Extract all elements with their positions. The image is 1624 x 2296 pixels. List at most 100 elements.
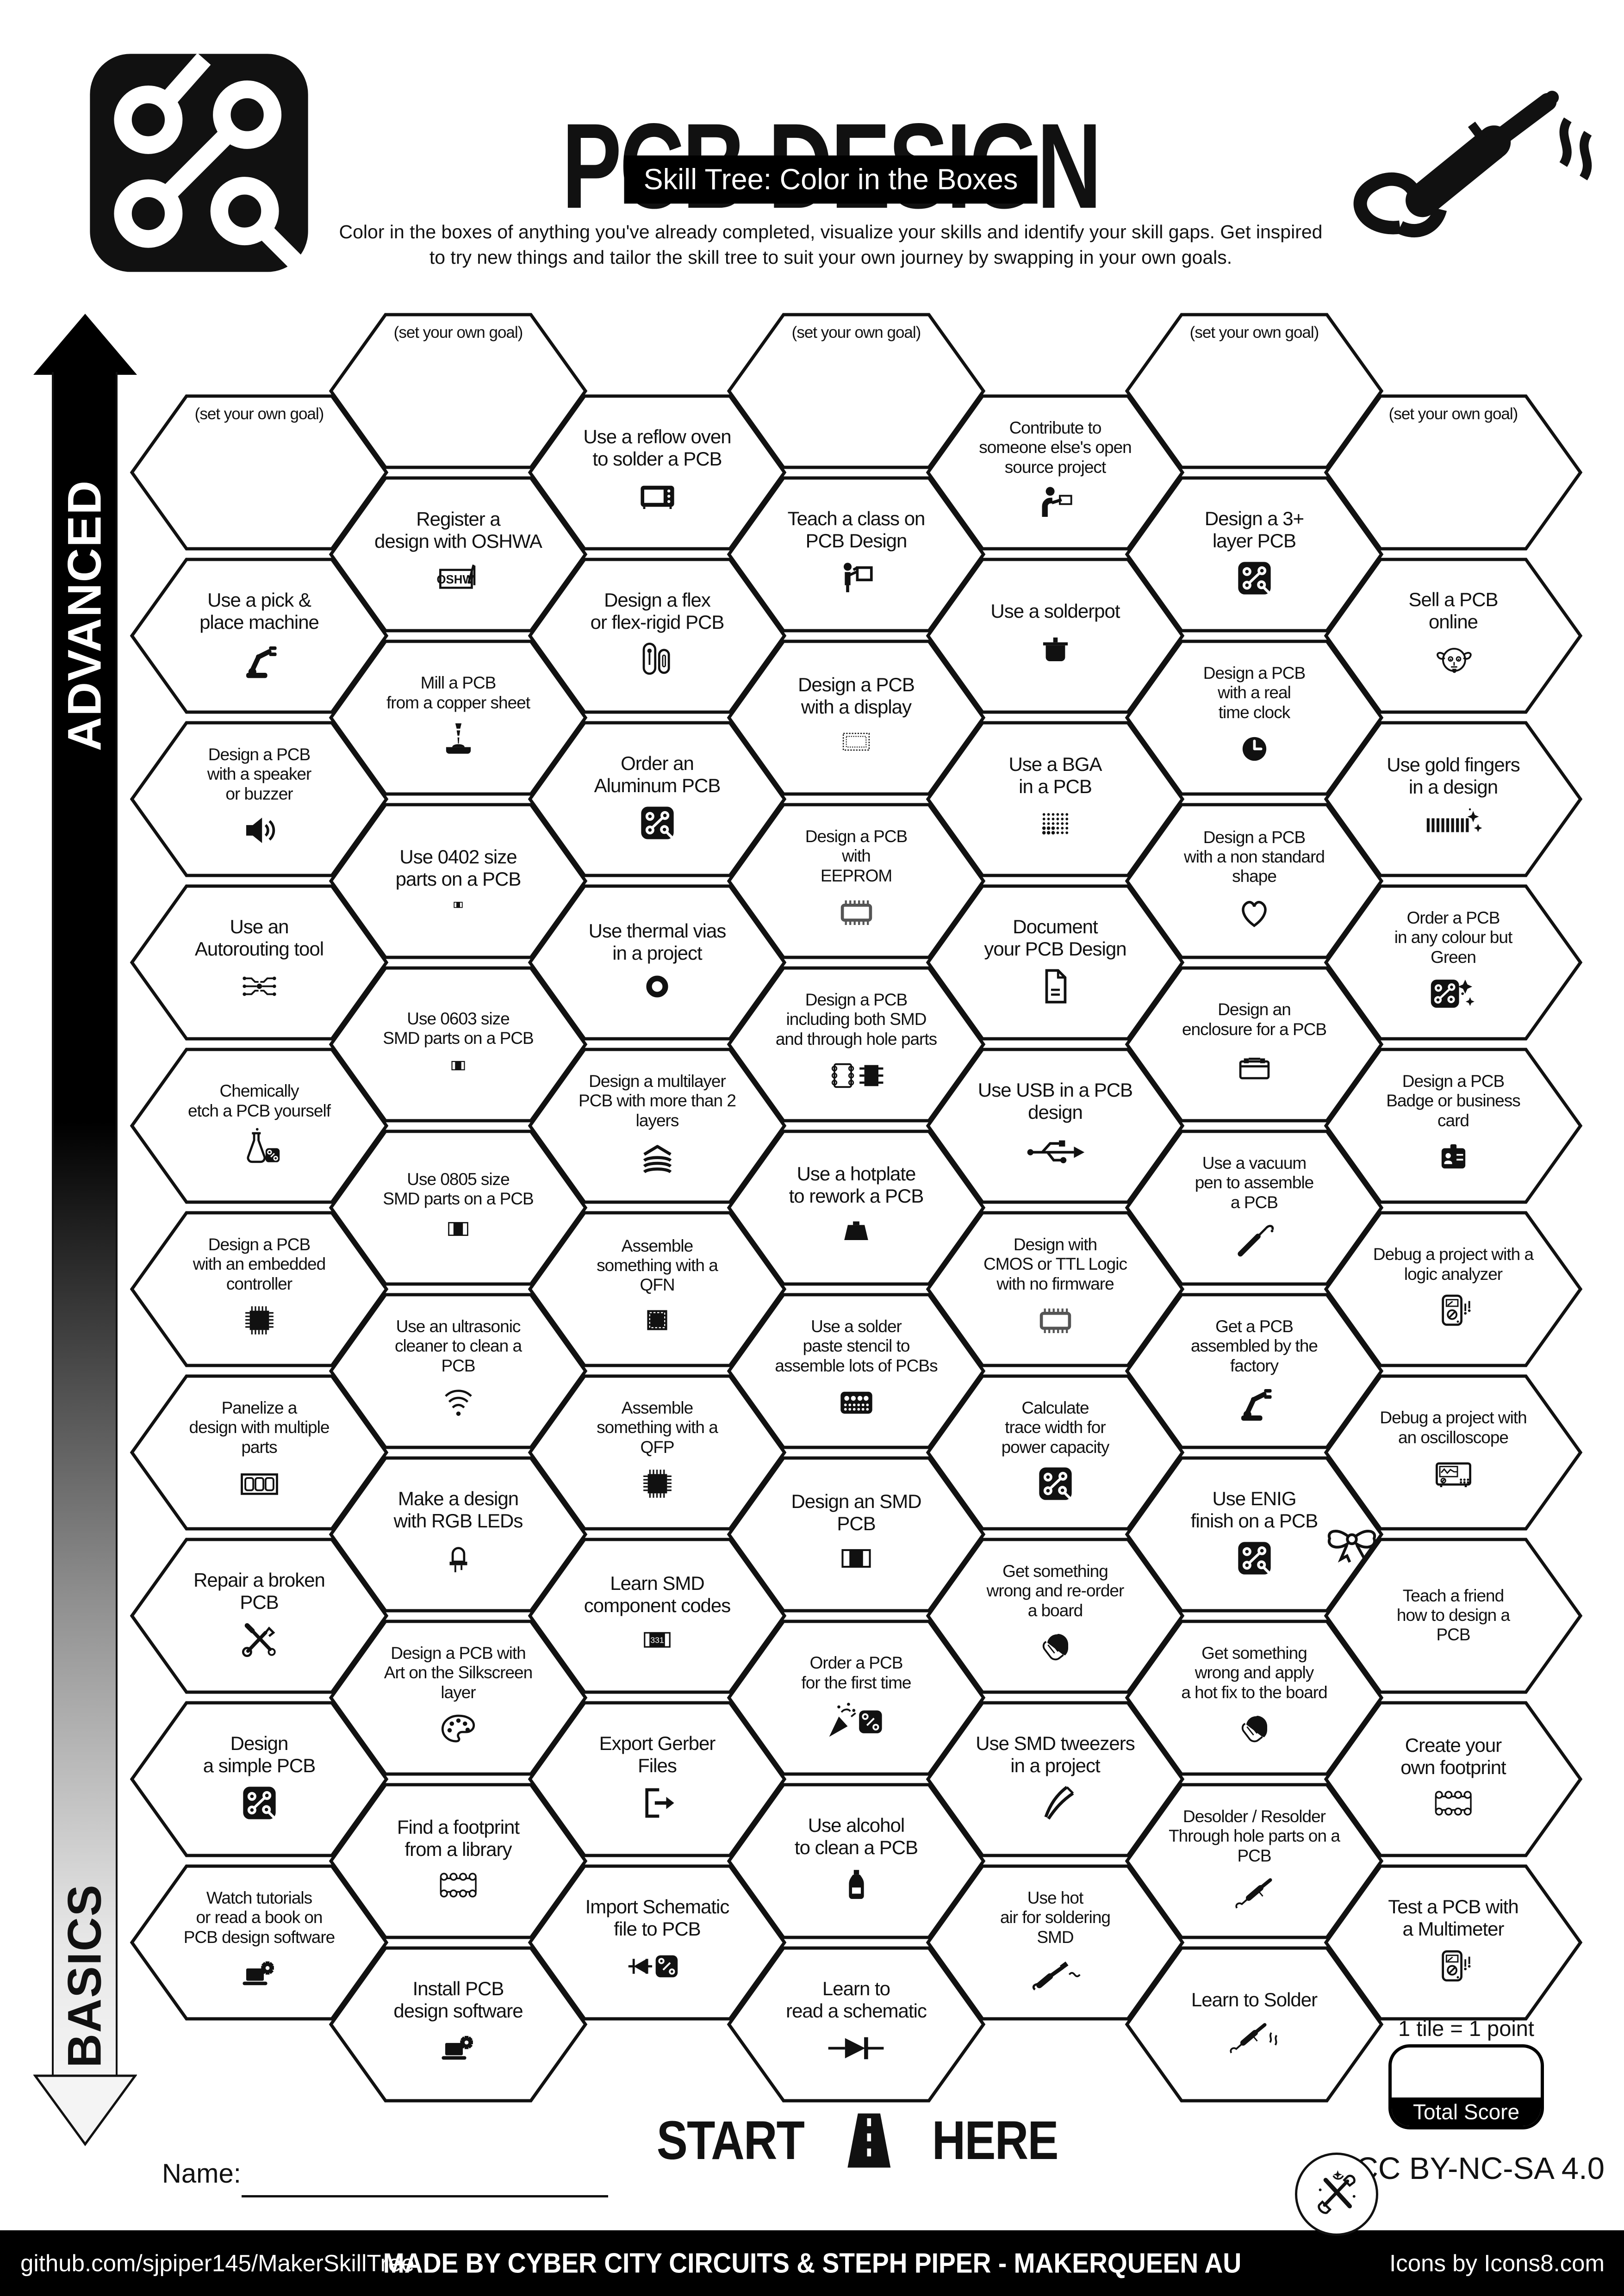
hex-tile[interactable]: (set your own goal) [1324, 393, 1583, 552]
hex-tile[interactable]: Teach a friend how to design a PCB [1324, 1530, 1583, 1695]
axis-label-basics: BASICS [58, 1884, 111, 2068]
hex-tile[interactable]: Design with CMOS or TTL Logic with no fi… [926, 1210, 1185, 1369]
hex-outline [528, 1701, 787, 1857]
name-input[interactable] [242, 2195, 608, 2197]
chip-outline-icon [834, 890, 878, 934]
hex-tile[interactable]: Design a PCB with a display [727, 638, 986, 797]
hex-tile[interactable]: Design a multilayer PCB with more than 2… [528, 1046, 787, 1205]
hex-tile[interactable]: Debug a project with a logic analyzer [1324, 1210, 1583, 1369]
hex-tile[interactable]: Design a PCB including both SMD and thro… [727, 965, 986, 1124]
panel-icon [237, 1462, 281, 1506]
facepalm-icon [1232, 1707, 1276, 1751]
hex-tile[interactable]: Use a solder paste stencil to assemble l… [727, 1291, 986, 1451]
hex-tile[interactable]: Assemble something with a QFN [528, 1210, 787, 1369]
hex-tile[interactable]: Panelize a design with multiple parts [130, 1373, 389, 1532]
hex-tile[interactable]: Order a PCB in any colour but Green [1324, 883, 1583, 1042]
hex-tile[interactable]: Use 0603 size SMD parts on a PCB [329, 965, 588, 1124]
hex-tile[interactable]: Use an Autorouting tool [130, 883, 389, 1042]
hex-tile[interactable]: (set your own goal) [329, 311, 588, 471]
hex-tile[interactable]: Teach a class on PCB Design [727, 475, 986, 634]
hex-tile[interactable]: Desolder / Resolder Through hole parts o… [1125, 1781, 1384, 1941]
hex-tile[interactable]: Make a design with RGB LEDs [329, 1455, 588, 1614]
hex-tile[interactable]: Get a PCB assembled by the factory [1125, 1291, 1384, 1451]
hex-tile[interactable]: Assemble something with a QFP [528, 1373, 787, 1532]
hex-label: Use SMD tweezers in a project [976, 1732, 1135, 1776]
hex-tile[interactable]: Use alcohol to clean a PCB [727, 1781, 986, 1941]
document-icon [1033, 964, 1077, 1008]
hex-tile[interactable]: Get something wrong and re-order a board [926, 1536, 1185, 1695]
vacuum-pen-icon [1232, 1217, 1276, 1261]
hex-outline [329, 1129, 588, 1286]
hex-tile[interactable]: Get something wrong and apply a hot fix … [1125, 1618, 1384, 1777]
hex-tile[interactable]: Use 0402 size parts on a PCB [329, 801, 588, 961]
hex-tile[interactable]: Design a PCB with a speaker or buzzer [130, 720, 389, 879]
hex-tile[interactable]: Document your PCB Design [926, 883, 1185, 1042]
hex-tile[interactable]: Export Gerber Files [528, 1700, 787, 1859]
hex-tile[interactable]: Calculate trace width for power capacity [926, 1373, 1185, 1532]
hex-tile[interactable]: Install PCB design software [329, 1945, 588, 2104]
hex-tile[interactable]: Watch tutorials or read a book on PCB de… [130, 1863, 389, 2022]
hex-tile[interactable]: Debug a project with an oscilloscope [1324, 1373, 1583, 1532]
hex-tile[interactable]: Design a 3+ layer PCB [1125, 475, 1384, 634]
hex-tile[interactable]: Design a PCB with EEPROM [727, 801, 986, 961]
hex-tile[interactable]: Design a PCB with a real time clock [1125, 638, 1384, 797]
hex-tile[interactable]: Use USB in a PCB design [926, 1046, 1185, 1205]
hex-label: Install PCB design software [393, 1977, 523, 2022]
hex-label: Calculate trace width for power capacity [1001, 1398, 1110, 1457]
hex-outline [130, 558, 389, 714]
hex-tile[interactable]: Use a BGA in a PCB [926, 720, 1185, 879]
hex-tile[interactable]: Mill a PCB from a copper sheet [329, 638, 588, 797]
hex-tile[interactable]: Design a PCB with Art on the Silkscreen … [329, 1618, 588, 1777]
hex-tile[interactable]: Use 0805 size SMD parts on a PCB [329, 1128, 588, 1287]
hex-tile[interactable]: Design a PCB with a non standard shape [1125, 801, 1384, 961]
hex-tile[interactable]: Design a PCB with an embedded controller [130, 1210, 389, 1369]
enclosure-icon [1232, 1044, 1276, 1088]
hex-label: Sell a PCB online [1408, 589, 1498, 633]
hex-outline [1125, 1456, 1384, 1613]
hex-tile[interactable]: Use a pick & place machine [130, 556, 389, 715]
hex-tile[interactable]: Use ENIG finish on a PCB [1125, 1455, 1384, 1614]
hex-tile[interactable]: Use a reflow oven to solder a PCB [528, 393, 787, 552]
hex-label: Make a design with RGB LEDs [393, 1487, 523, 1532]
hex-outline [329, 639, 588, 796]
hex-outline [1324, 721, 1583, 877]
hex-tile[interactable]: Learn to read a schematic [727, 1945, 986, 2104]
hex-tile[interactable]: Learn to Solder [1125, 1945, 1384, 2104]
hex-tile[interactable]: Create your own footprint [1324, 1700, 1583, 1859]
hex-tile[interactable]: Order a PCB for the first time [727, 1618, 986, 1777]
hex-tile[interactable]: Test a PCB with a Multimeter [1324, 1863, 1583, 2022]
hex-tile[interactable]: Design an enclosure for a PCB [1125, 965, 1384, 1124]
hex-tile[interactable]: Use an ultrasonic cleaner to clean a PCB [329, 1291, 588, 1451]
hex-tile[interactable]: Use thermal vias in a project [528, 883, 787, 1042]
hex-outline [1125, 1293, 1384, 1449]
chip-outline-icon [1033, 1298, 1077, 1342]
hex-tile[interactable]: Use a solderpot [926, 556, 1185, 715]
hex-tile[interactable]: Chemically etch a PCB yourself [130, 1046, 389, 1205]
hex-tile[interactable]: Use a vacuum pen to assemble a PCB [1125, 1128, 1384, 1287]
hex-tile[interactable]: Learn SMD component codes 331 [528, 1536, 787, 1695]
led-icon [436, 1536, 480, 1580]
hex-tile[interactable]: Use gold fingers in a design [1324, 720, 1583, 879]
hex-tile[interactable]: Design an SMD PCB [727, 1455, 986, 1614]
hex-label: (set your own goal) [1189, 323, 1319, 341]
hex-tile[interactable]: (set your own goal) [130, 393, 389, 552]
hex-tile[interactable]: Use a hotplate to rework a PCB [727, 1128, 986, 1287]
hex-tile[interactable]: Design a PCB Badge or business card [1324, 1046, 1583, 1205]
hex-tile[interactable]: Register a design with OSHWA OSHW [329, 475, 588, 634]
total-score-input[interactable] [1392, 2048, 1541, 2097]
hex-tile[interactable]: (set your own goal) [1125, 311, 1384, 471]
hex-tile[interactable]: Design a simple PCB [130, 1700, 389, 1859]
hex-tile[interactable]: Sell a PCB online [1324, 556, 1583, 715]
hex-tile[interactable]: Find a footprint from a library [329, 1781, 588, 1941]
hex-tile[interactable]: Use hot air for soldering SMD [926, 1863, 1185, 2022]
hex-tile[interactable]: Import Schematic file to PCB [528, 1863, 787, 2022]
hex-tile[interactable]: Contribute to someone else's open source… [926, 393, 1185, 552]
hex-tile[interactable]: (set your own goal) [727, 311, 986, 471]
hex-tile[interactable]: Order an Aluminum PCB [528, 720, 787, 879]
hex-tile[interactable]: Design a flex or flex-rigid PCB [528, 556, 787, 715]
hex-tile[interactable]: Use SMD tweezers in a project [926, 1700, 1185, 1859]
hex-tile[interactable]: Repair a broken PCB [130, 1536, 389, 1695]
hex-label: Find a footprint from a library [397, 1816, 520, 1860]
hex-label: (set your own goal) [1388, 405, 1518, 423]
